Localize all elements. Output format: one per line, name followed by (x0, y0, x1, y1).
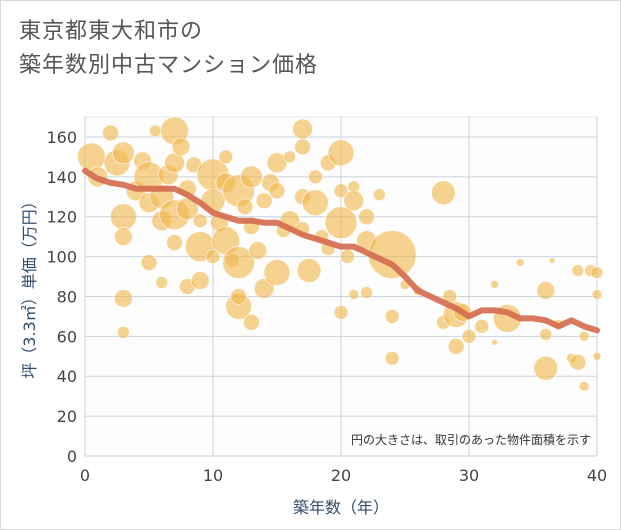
x-tick-label: 40 (587, 466, 607, 485)
data-bubble (218, 149, 234, 165)
data-bubble (110, 203, 137, 231)
data-bubble (333, 305, 349, 320)
bubble-layer (77, 116, 604, 392)
data-bubble (205, 249, 221, 264)
data-bubble (248, 241, 268, 261)
data-bubble (533, 355, 559, 381)
data-bubble (253, 278, 275, 299)
data-bubble (571, 264, 585, 277)
tick-labels: 0 10 20 30 40 0 20 40 60 80 100 120 140 160 (46, 128, 607, 485)
data-bubble (343, 190, 365, 212)
data-bubble (372, 188, 386, 202)
y-tick-label: 20 (57, 407, 77, 426)
data-bubble (114, 289, 133, 308)
y-tick-label: 100 (46, 248, 77, 267)
data-bubble (491, 338, 499, 346)
data-bubble (348, 289, 360, 300)
data-bubble (155, 276, 169, 289)
data-bubble (324, 206, 358, 240)
data-bubble (358, 208, 376, 226)
data-bubble (192, 213, 208, 229)
data-bubble (515, 258, 525, 267)
data-bubble (117, 325, 130, 339)
data-bubble (112, 141, 135, 165)
data-bubble (102, 124, 119, 142)
data-bubble (239, 165, 263, 189)
data-bubble (591, 289, 603, 300)
data-bubble (327, 139, 355, 167)
data-bubble (301, 189, 329, 217)
y-tick-label: 60 (57, 327, 77, 346)
data-bubble (292, 118, 314, 140)
data-bubble (268, 182, 286, 200)
data-bubble (148, 124, 162, 138)
data-bubble (539, 327, 553, 341)
data-bubble (461, 328, 477, 344)
data-bubble (114, 227, 133, 247)
data-bubble (590, 266, 604, 279)
data-bubble (307, 169, 323, 185)
data-bubble (171, 137, 191, 157)
y-tick-label: 140 (46, 168, 77, 187)
data-bubble (490, 280, 500, 289)
data-bubble (333, 183, 349, 199)
y-tick-label: 160 (46, 128, 77, 147)
x-tick-label: 0 (80, 466, 90, 485)
data-bubble (447, 337, 465, 355)
data-bubble (190, 271, 210, 290)
data-bubble (166, 234, 184, 252)
y-tick-label: 0 (67, 447, 77, 466)
data-bubble (236, 198, 254, 216)
data-bubble (283, 150, 297, 164)
y-axis-title: 坪（3.3㎡）単価（万円） (20, 193, 39, 378)
data-bubble (222, 246, 256, 279)
data-bubble (474, 318, 490, 334)
size-legend-note: 円の大きさは、取引のあった物件面積を示す (351, 432, 591, 447)
data-bubble (578, 380, 590, 392)
data-bubble (592, 351, 602, 361)
data-bubble (569, 353, 587, 371)
data-bubble (339, 249, 355, 264)
data-bubble (536, 281, 556, 300)
data-bubble (255, 192, 273, 210)
y-tick-label: 120 (46, 208, 77, 227)
data-bubble (140, 254, 158, 271)
x-tick-label: 10 (203, 466, 223, 485)
data-bubble (360, 286, 374, 299)
y-tick-label: 40 (57, 367, 77, 386)
data-bubble (230, 288, 248, 305)
data-bubble (548, 257, 556, 264)
trend-line (82, 167, 600, 334)
x-tick-label: 30 (459, 466, 479, 485)
data-bubble (77, 142, 106, 172)
x-tick-label: 20 (331, 466, 351, 485)
chart-title: 東京都東大和市の 築年数別中古マンション価格 (19, 19, 319, 78)
y-tick-label: 80 (57, 287, 77, 306)
data-bubble (384, 350, 400, 366)
data-bubble (430, 180, 456, 206)
x-axis-title: 築年数（年） (293, 498, 389, 517)
data-bubble (294, 138, 312, 156)
data-bubble (263, 259, 291, 286)
data-bubble (384, 309, 400, 324)
data-bubble (242, 313, 260, 331)
data-bubble (296, 258, 322, 283)
data-bubble (578, 330, 590, 342)
data-bubble (266, 152, 288, 174)
